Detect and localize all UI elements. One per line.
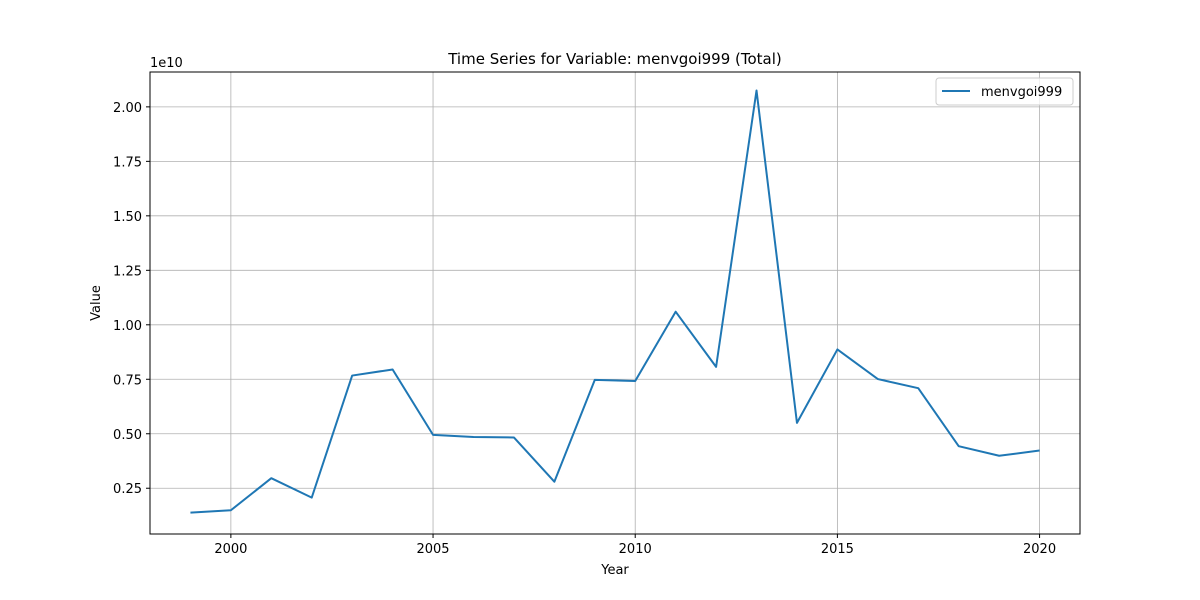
axis-ticks: 2000 2005 2010 2015 2020 0.25 0.50 0.75 1.00 1.25… bbox=[113, 101, 1056, 557]
data-point bbox=[1039, 450, 1041, 452]
data-point bbox=[513, 436, 515, 438]
data-point bbox=[756, 90, 758, 92]
legend: menvgoi999 bbox=[935, 77, 1074, 106]
data-point bbox=[553, 481, 555, 483]
x-tick-label: 2010 bbox=[619, 542, 652, 557]
y-tick-label: 0.50 bbox=[113, 428, 142, 443]
data-point bbox=[675, 311, 677, 313]
x-axis-label: Year bbox=[600, 563, 629, 578]
grid-lines bbox=[150, 72, 1080, 534]
data-point bbox=[432, 434, 434, 436]
data-point bbox=[877, 378, 879, 380]
y-axis-label: Value bbox=[89, 285, 104, 321]
data-point bbox=[472, 436, 474, 438]
data-point bbox=[594, 379, 596, 381]
chart-title: Time Series for Variable: menvgoi999 (To… bbox=[447, 50, 782, 68]
data-point bbox=[634, 380, 636, 382]
legend-box bbox=[935, 77, 1074, 106]
data-point bbox=[392, 368, 394, 370]
y-tick-label: 1.25 bbox=[113, 264, 142, 279]
data-point bbox=[189, 512, 191, 514]
y-axis-offset-label: 1e10 bbox=[150, 56, 183, 71]
series-layer bbox=[189, 89, 1041, 514]
data-point bbox=[836, 348, 838, 350]
x-tick-label: 2005 bbox=[416, 542, 449, 557]
data-point bbox=[998, 455, 1000, 457]
y-tick-label: 2.00 bbox=[113, 101, 142, 116]
y-tick-label: 0.75 bbox=[113, 373, 142, 388]
data-point bbox=[351, 375, 353, 377]
x-tick-label: 2020 bbox=[1023, 542, 1056, 557]
data-point bbox=[796, 422, 798, 424]
data-point bbox=[958, 445, 960, 447]
y-tick-label: 1.50 bbox=[113, 210, 142, 225]
series-line bbox=[190, 89, 1040, 514]
legend-label: menvgoi999 bbox=[981, 85, 1062, 100]
x-tick-label: 2015 bbox=[821, 542, 854, 557]
x-tick-label: 2000 bbox=[214, 542, 247, 557]
y-tick-label: 1.75 bbox=[113, 155, 142, 170]
data-point bbox=[230, 509, 232, 511]
data-point bbox=[917, 387, 919, 389]
plot-area-frame bbox=[149, 71, 1081, 535]
data-point bbox=[715, 366, 717, 368]
data-point bbox=[270, 477, 272, 479]
y-tick-label: 1.00 bbox=[113, 319, 142, 334]
data-point bbox=[311, 497, 313, 499]
y-tick-label: 0.25 bbox=[113, 482, 142, 497]
